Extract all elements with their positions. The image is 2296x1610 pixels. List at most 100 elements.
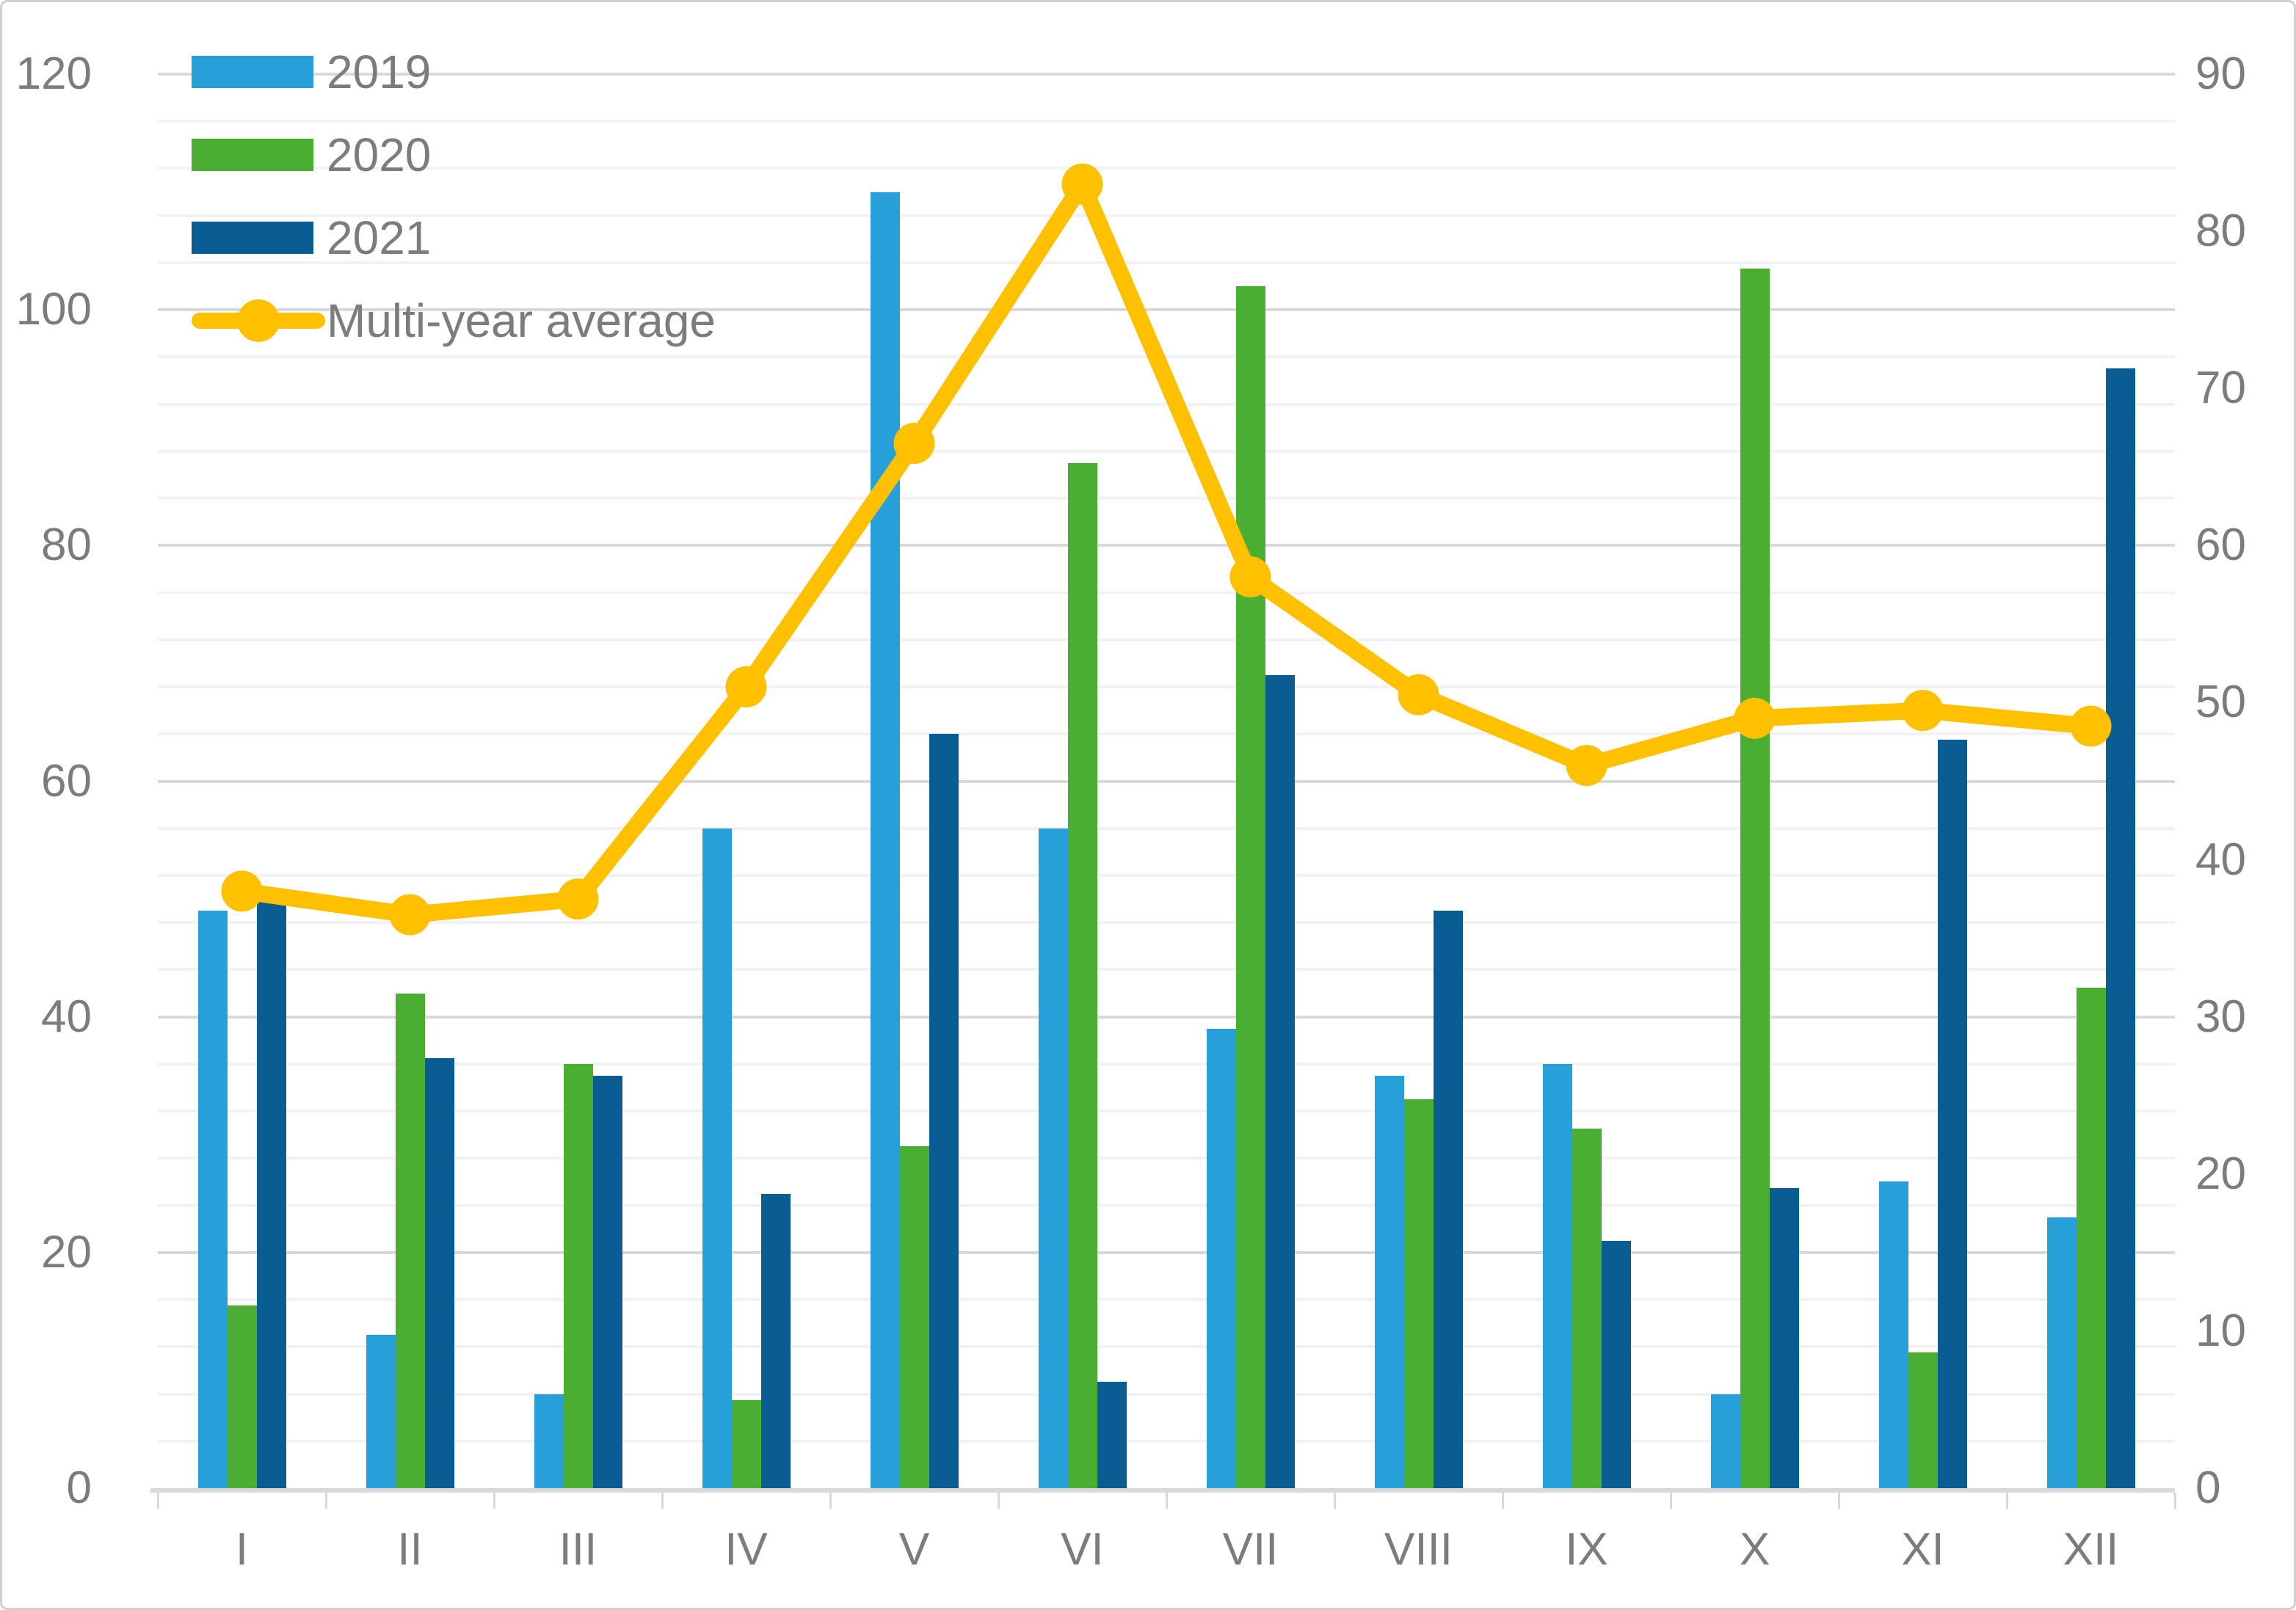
x-axis-category-label: I [235, 1524, 249, 1575]
major-gridline [158, 73, 2175, 76]
major-gridline [158, 1015, 2175, 1019]
right-axis-tick-label: 70 [2195, 363, 2246, 414]
left-axis-tick-label: 40 [41, 991, 92, 1042]
legend-item-2021: 2021 [192, 196, 716, 279]
multi-year-average-point [1566, 745, 1607, 787]
minor-gridline [158, 1298, 2175, 1302]
legend-swatch-2019-icon [192, 55, 313, 88]
legend-line-dot-icon [237, 299, 280, 342]
legend-swatch-2020-icon [192, 138, 313, 171]
right-axis-tick-label: 30 [2195, 991, 2246, 1042]
minor-gridline [158, 638, 2175, 641]
x-axis-category-label: VII [1222, 1524, 1279, 1575]
minor-gridline [158, 497, 2175, 500]
minor-gridline [158, 873, 2175, 877]
bar-2020-V [899, 1146, 929, 1488]
x-axis-category-label: III [559, 1524, 597, 1575]
bar-2020-XII [2076, 987, 2106, 1488]
x-axis-category-label: XI [1901, 1524, 1944, 1575]
x-axis-line [150, 1488, 2175, 1493]
bar-2020-XI [1908, 1352, 1938, 1488]
minor-gridline [158, 1203, 2175, 1207]
left-axis-tick-label: 0 [66, 1463, 92, 1513]
multi-year-average-line [233, 175, 2099, 923]
minor-gridline [158, 120, 2175, 123]
bar-2021-XI [1937, 740, 1967, 1488]
right-axis-tick-label: 20 [2195, 1148, 2246, 1199]
multi-year-average-point [557, 878, 599, 920]
major-gridline [158, 308, 2175, 312]
right-axis-tick-label: 50 [2195, 677, 2246, 728]
x-axis-tick [325, 1493, 327, 1509]
right-axis-tick-label: 60 [2195, 520, 2246, 571]
minor-gridline [158, 968, 2175, 972]
minor-gridline [158, 449, 2175, 453]
x-axis-tick [493, 1493, 495, 1509]
x-axis-tick [1166, 1493, 1168, 1509]
bar-2020-VII [1235, 286, 1265, 1488]
bar-2021-VII [1265, 674, 1295, 1488]
x-axis-tick [998, 1493, 1000, 1509]
x-axis-category-label: VI [1061, 1524, 1104, 1575]
minor-gridline [158, 402, 2175, 406]
bar-2021-III [592, 1075, 622, 1488]
minor-gridline [158, 1392, 2175, 1396]
bar-2019-IX [1542, 1063, 1572, 1488]
bar-2020-I [227, 1305, 257, 1488]
legend-item-2020: 2020 [192, 113, 716, 196]
right-axis-tick-label: 0 [2195, 1463, 2221, 1513]
bar-2020-II [395, 993, 425, 1488]
minor-gridline [158, 732, 2175, 736]
bar-2021-II [424, 1057, 454, 1488]
minor-gridline [158, 1062, 2175, 1066]
x-axis-tick [829, 1493, 832, 1509]
left-axis-tick-label: 20 [41, 1226, 92, 1278]
x-axis-category-label: II [397, 1524, 423, 1575]
minor-gridline [158, 214, 2175, 217]
bar-2020-III [563, 1063, 593, 1488]
x-axis-tick [661, 1493, 664, 1509]
x-axis-tick [1838, 1493, 1840, 1509]
bar-2020-IV [731, 1399, 761, 1488]
x-axis-category-label: X [1739, 1524, 1770, 1575]
minor-gridline [158, 1439, 2175, 1443]
minor-gridline [158, 355, 2175, 359]
legend: 2019 2020 2021 Multi-year average [192, 30, 716, 362]
legend-label-2020: 2020 [327, 128, 432, 181]
bar-2021-XII [2105, 368, 2135, 1488]
major-gridline [158, 779, 2175, 783]
minor-gridline [158, 591, 2175, 594]
minor-gridline [158, 1156, 2175, 1160]
x-axis-tick [2006, 1493, 2008, 1509]
bar-2019-XI [1878, 1181, 1908, 1488]
multi-year-average-point [1061, 163, 1103, 205]
minor-gridline [158, 685, 2175, 689]
multi-year-average-point [1229, 556, 1271, 598]
multi-year-average-point [1902, 690, 1944, 732]
left-axis-tick-label: 100 [15, 284, 92, 335]
legend-label-2021: 2021 [327, 211, 432, 264]
legend-item-multi-year-average: Multi-year average [192, 279, 716, 362]
bar-2019-VIII [1374, 1075, 1404, 1488]
bar-2021-IV [760, 1193, 791, 1488]
left-axis-tick-label: 80 [41, 520, 92, 571]
multi-year-average-point [389, 894, 431, 936]
major-gridline [158, 1250, 2175, 1254]
bar-2019-IV [702, 828, 732, 1488]
legend-label-multi-year-average: Multi-year average [327, 294, 716, 347]
bar-2019-I [197, 911, 228, 1488]
multi-year-average-point [221, 870, 263, 912]
minor-gridline [158, 826, 2175, 830]
minor-gridline [158, 1110, 2175, 1113]
x-axis-tick [157, 1493, 159, 1509]
bar-2019-VII [1206, 1028, 1236, 1488]
right-axis-tick-label: 40 [2195, 834, 2246, 885]
multi-year-average-point [1734, 697, 1776, 739]
multi-year-average-point [1398, 674, 1439, 715]
bar-2019-VI [1038, 828, 1068, 1488]
bar-2021-V [929, 734, 959, 1488]
multi-year-average-point [893, 423, 935, 465]
multi-year-average-point [2070, 705, 2112, 747]
minor-gridline [158, 921, 2175, 925]
